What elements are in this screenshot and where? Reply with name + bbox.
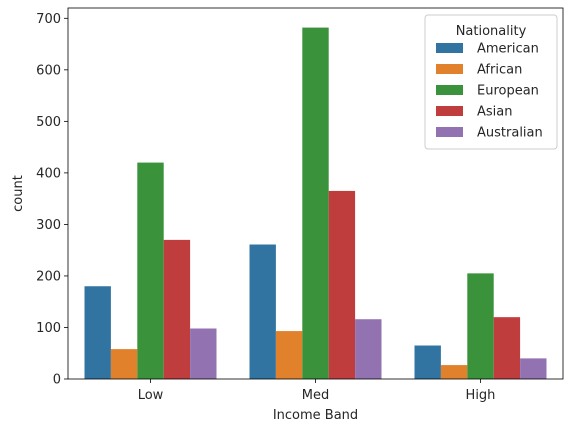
- bar-high-australian: [520, 358, 547, 379]
- y-axis-label: count: [11, 175, 26, 212]
- legend-swatch-african: [436, 64, 463, 74]
- bar-med-american: [249, 244, 276, 379]
- bar-med-european: [302, 27, 329, 380]
- bar-high-african: [440, 365, 468, 379]
- y-tick-label: 300: [36, 218, 61, 233]
- bar-high-european: [467, 273, 494, 379]
- legend-swatch-australian: [436, 127, 463, 137]
- legend-label-african: African: [477, 63, 522, 78]
- y-tick-label: 700: [36, 12, 61, 27]
- x-ticks: Low Med High: [138, 379, 496, 403]
- legend-title: Nationality: [456, 24, 527, 39]
- x-tick-label-med: Med: [302, 388, 329, 403]
- bar-med-australian: [355, 319, 382, 379]
- bars-group: [84, 27, 547, 380]
- y-tick-label: 500: [36, 115, 61, 130]
- y-ticks: 0 100 200 300 400 500 600 700: [36, 12, 68, 388]
- legend-label-european: European: [477, 84, 539, 99]
- x-tick-label-low: Low: [138, 388, 164, 403]
- legend-swatch-american: [436, 43, 463, 53]
- bar-low-african: [110, 349, 138, 379]
- x-tick-label-high: High: [466, 388, 496, 403]
- bar-high-asian: [493, 317, 521, 379]
- bar-low-asian: [163, 239, 191, 380]
- bar-high-american: [414, 345, 441, 379]
- legend-items: American African European Asian Australian: [436, 42, 543, 141]
- y-tick-label: 0: [53, 373, 61, 388]
- bar-low-australian: [190, 328, 217, 379]
- bar-med-asian: [328, 190, 356, 379]
- y-tick-label: 100: [36, 321, 61, 336]
- bar-low-american: [84, 286, 111, 379]
- y-tick-label: 600: [36, 63, 61, 78]
- y-tick-label: 400: [36, 166, 61, 181]
- legend-label-australian: Australian: [477, 126, 543, 141]
- x-axis-label: Income Band: [273, 408, 358, 423]
- legend-label-asian: Asian: [477, 105, 512, 120]
- legend-swatch-european: [436, 85, 463, 95]
- bar-med-african: [275, 331, 303, 379]
- legend-label-american: American: [477, 42, 539, 57]
- y-tick-label: 200: [36, 269, 61, 284]
- legend-swatch-asian: [436, 106, 463, 116]
- bar-low-european: [137, 162, 164, 379]
- legend: Nationality American African European Asian…: [424, 14, 558, 150]
